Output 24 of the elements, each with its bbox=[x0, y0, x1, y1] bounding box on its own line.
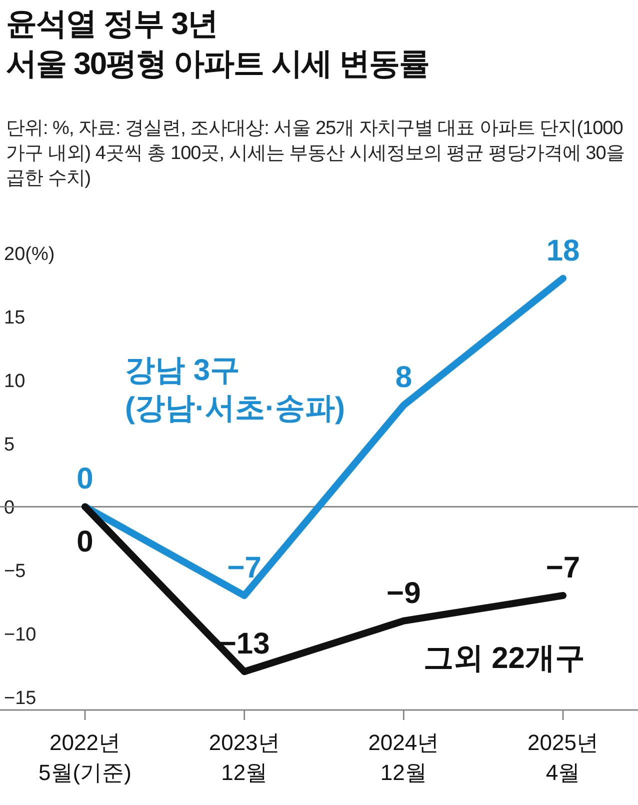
text: 단위: %, 자료: 경실련, 조사대상: 서울 25개 자치구별 대표 아파트 단지(1000가구 내외) 4곳씩 총 100곳, 시세는 부동산 시세정보의 평균 평당가격에 30을 곱한 수치) bbox=[6, 117, 626, 191]
data-label: 18 bbox=[546, 234, 580, 268]
chart-subtitle: 서울 30평형 아파트 시세 변동률 bbox=[6, 45, 429, 83]
series-label: 강남 3구 (강남·서초·송파) bbox=[125, 354, 345, 425]
data-label: 0 bbox=[76, 462, 94, 496]
y-tick-label: −15 bbox=[4, 688, 36, 709]
data-label: −7 bbox=[227, 552, 262, 585]
data-label: −7 bbox=[546, 552, 580, 585]
data-label: 8 bbox=[395, 361, 412, 394]
chart-title: 윤석열 정부 3년 bbox=[6, 5, 218, 43]
x-tick-label: 2025년 4월 bbox=[528, 730, 598, 785]
data-label: −13 bbox=[218, 628, 270, 661]
series-label: 그외 22개구 bbox=[423, 642, 585, 675]
data-label: −9 bbox=[386, 576, 421, 610]
y-tick-label: 15 bbox=[4, 307, 26, 328]
y-tick-label: 20(%) bbox=[4, 244, 55, 265]
data-label: 0 bbox=[76, 526, 94, 559]
x-tick-label: 2023년 12월 bbox=[208, 730, 280, 785]
x-tick-label: 2022년 5월(기준) bbox=[38, 730, 132, 785]
y-tick-label: 5 bbox=[4, 434, 15, 456]
y-tick-label: −10 bbox=[4, 624, 36, 646]
x-tick-label: 2024년 12월 bbox=[368, 730, 440, 785]
y-tick-label: 10 bbox=[4, 370, 26, 392]
y-tick-label: −5 bbox=[4, 561, 26, 582]
